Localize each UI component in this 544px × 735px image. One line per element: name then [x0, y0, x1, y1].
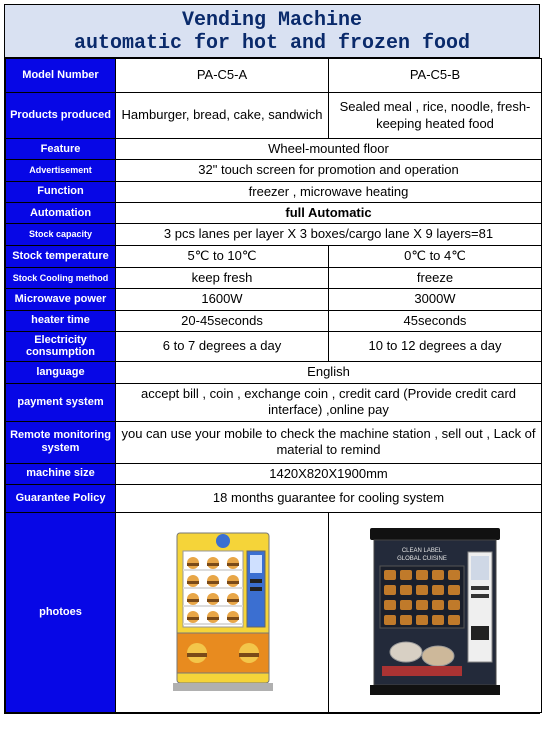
- title-block: Vending Machine automatic for hot and fr…: [5, 5, 539, 58]
- spec-sheet: Vending Machine automatic for hot and fr…: [4, 4, 540, 714]
- value-model-b: PA-C5-B: [329, 59, 542, 93]
- value-temp-b: 0℃ to 4℃: [329, 246, 542, 268]
- row-capacity: Stock capacity3 pcs lanes per layer X 3 …: [6, 224, 542, 246]
- row-ad: Advertisement32" touch screen for promot…: [6, 160, 542, 181]
- label-model: Model Number: [6, 59, 116, 93]
- row-temp: Stock temperature5℃ to 10℃0℃ to 4℃: [6, 246, 542, 268]
- value-automation: full Automatic: [116, 202, 542, 223]
- row-heater: heater time20-45seconds45seconds: [6, 310, 542, 331]
- row-cooling: Stock Cooling methodkeep freshfreeze: [6, 268, 542, 289]
- label-temp: Stock temperature: [6, 246, 116, 268]
- row-model: Model NumberPA-C5-APA-C5-B: [6, 59, 542, 93]
- value-size: 1420X820X1900mm: [116, 463, 542, 484]
- label-cooling: Stock Cooling method: [6, 268, 116, 289]
- machine-a-icon: [157, 525, 287, 700]
- row-products: Products producedHamburger, bread, cake,…: [6, 93, 542, 139]
- label-capacity: Stock capacity: [6, 224, 116, 246]
- value-function: freezer , microwave heating: [116, 181, 542, 202]
- label-products: Products produced: [6, 93, 116, 139]
- spec-table: Model NumberPA-C5-APA-C5-BProducts produ…: [5, 58, 542, 713]
- row-function: Functionfreezer , microwave heating: [6, 181, 542, 202]
- label-photos: photoes: [6, 512, 116, 712]
- label-ad: Advertisement: [6, 160, 116, 181]
- label-guarantee: Guarantee Policy: [6, 484, 116, 512]
- value-cooling-a: keep fresh: [116, 268, 329, 289]
- row-elec: Electricity consumption6 to 7 degrees a …: [6, 331, 542, 361]
- label-feature: Feature: [6, 139, 116, 160]
- title-line-2: automatic for hot and frozen food: [7, 32, 537, 55]
- row-feature: FeatureWheel-mounted floor: [6, 139, 542, 160]
- value-guarantee: 18 months guarantee for cooling system: [116, 484, 542, 512]
- row-photos: photoes CLEAN LABEL GLOBAL CUISINE: [6, 512, 542, 712]
- value-payment: accept bill , coin , exchange coin , cre…: [116, 384, 542, 422]
- row-mpower: Microwave power1600W3000W: [6, 289, 542, 310]
- label-size: machine size: [6, 463, 116, 484]
- value-heater-a: 20-45seconds: [116, 310, 329, 331]
- value-elec-a: 6 to 7 degrees a day: [116, 331, 329, 361]
- svg-text:GLOBAL CUISINE: GLOBAL CUISINE: [397, 556, 447, 562]
- value-feature: Wheel-mounted floor: [116, 139, 542, 160]
- label-function: Function: [6, 181, 116, 202]
- photo-b: CLEAN LABEL GLOBAL CUISINE: [329, 512, 542, 712]
- label-elec: Electricity consumption: [6, 331, 116, 361]
- row-remote: Remote monitoring systemyou can use your…: [6, 421, 542, 463]
- value-mpower-b: 3000W: [329, 289, 542, 310]
- value-remote: you can use your mobile to check the mac…: [116, 421, 542, 463]
- value-ad: 32" touch screen for promotion and opera…: [116, 160, 542, 181]
- row-guarantee: Guarantee Policy18 months guarantee for …: [6, 484, 542, 512]
- row-size: machine size1420X820X1900mm: [6, 463, 542, 484]
- value-elec-b: 10 to 12 degrees a day: [329, 331, 542, 361]
- label-mpower: Microwave power: [6, 289, 116, 310]
- label-payment: payment system: [6, 384, 116, 422]
- title-line-1: Vending Machine: [7, 9, 537, 32]
- value-mpower-a: 1600W: [116, 289, 329, 310]
- row-lang: languageEnglish: [6, 362, 542, 384]
- value-products-a: Hamburger, bread, cake, sandwich: [116, 93, 329, 139]
- value-lang: English: [116, 362, 542, 384]
- value-temp-a: 5℃ to 10℃: [116, 246, 329, 268]
- value-cooling-b: freeze: [329, 268, 542, 289]
- value-heater-b: 45seconds: [329, 310, 542, 331]
- value-model-a: PA-C5-A: [116, 59, 329, 93]
- label-automation: Automation: [6, 202, 116, 223]
- machine-b-icon: CLEAN LABEL GLOBAL CUISINE: [360, 522, 510, 702]
- value-products-b: Sealed meal , rice, noodle, fresh-keepin…: [329, 93, 542, 139]
- row-payment: payment systemaccept bill , coin , excha…: [6, 384, 542, 422]
- value-capacity: 3 pcs lanes per layer X 3 boxes/cargo la…: [116, 224, 542, 246]
- row-automation: Automationfull Automatic: [6, 202, 542, 223]
- label-lang: language: [6, 362, 116, 384]
- label-remote: Remote monitoring system: [6, 421, 116, 463]
- label-heater: heater time: [6, 310, 116, 331]
- svg-text:CLEAN LABEL: CLEAN LABEL: [402, 548, 443, 554]
- photo-a: [116, 512, 329, 712]
